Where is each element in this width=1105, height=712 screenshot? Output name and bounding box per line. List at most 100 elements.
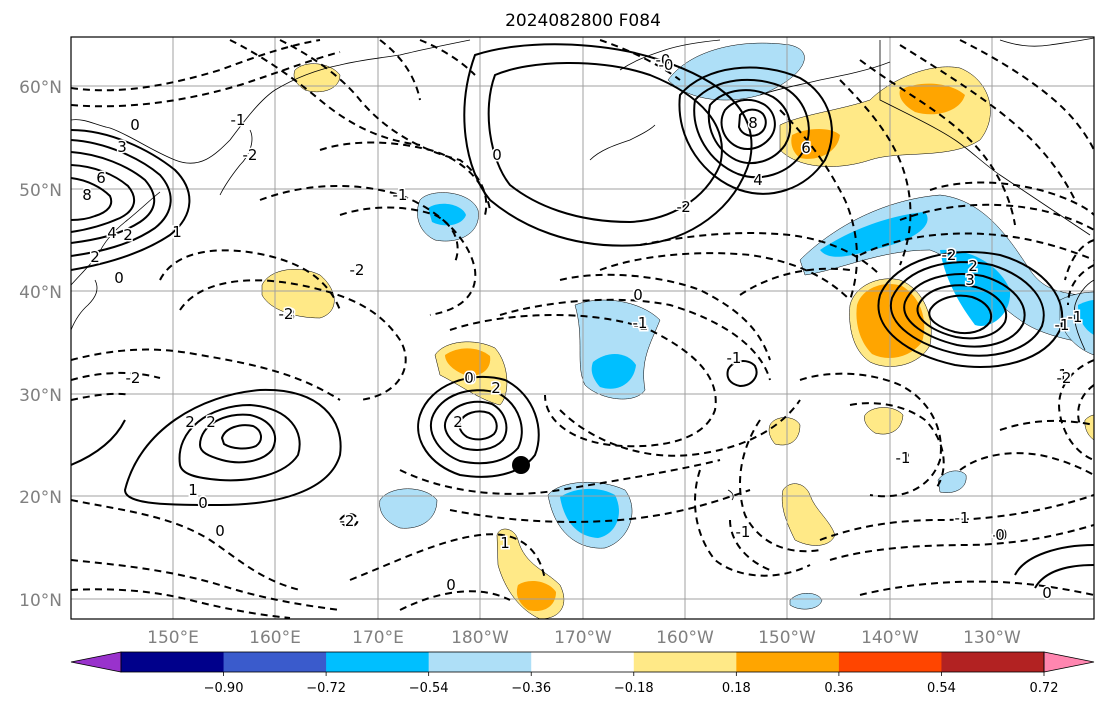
contour-label: -1	[727, 349, 742, 367]
contour-label: 2	[491, 379, 501, 397]
colorbar-tick-label: 0.54	[927, 681, 956, 696]
lat-label: 20°N	[19, 488, 62, 508]
contour-label: 4	[107, 224, 117, 242]
colorbar-bin	[941, 652, 1045, 672]
colorbar-bin	[223, 652, 327, 672]
lon-label: 180°W	[451, 628, 509, 648]
colorbar-tick-label: −0.54	[409, 681, 449, 696]
contour-label: 0	[633, 286, 643, 304]
contour-label: -2	[350, 261, 365, 279]
contour-label: 0	[446, 576, 456, 594]
colorbar-tick-label: −0.72	[306, 681, 346, 696]
negative-contours	[71, 39, 1094, 619]
contour-label: -2	[243, 146, 258, 164]
contour-label: -1	[1068, 308, 1083, 326]
contour-label: -2	[340, 512, 355, 530]
contour-label: 0	[130, 116, 140, 134]
colorbar-tick-label: −0.36	[511, 681, 551, 696]
figure-title: 2024082800 F084	[505, 11, 661, 31]
contour-label: 3	[965, 271, 975, 289]
contour-label: 0	[492, 146, 502, 164]
colorbar-bin	[531, 652, 635, 672]
contour-label: 2	[968, 257, 978, 275]
contour-label: -1	[634, 316, 649, 334]
colorbar-extend-low	[70, 651, 122, 673]
colorbar-frame	[120, 651, 1045, 673]
contour-label: 0	[198, 494, 208, 512]
colorbar-bin	[428, 652, 532, 672]
lon-label: 160°W	[656, 628, 714, 648]
colorbar-bin	[838, 652, 942, 672]
contour-label: -1	[955, 509, 970, 527]
lon-label: 150°E	[147, 628, 199, 648]
contour-label: 2	[681, 198, 691, 216]
lon-label: 160°E	[249, 628, 301, 648]
contour-label: -2	[677, 198, 692, 216]
contour-label: 6	[801, 139, 811, 157]
lat-label: 40°N	[19, 283, 62, 303]
contour-label: 2	[123, 226, 133, 244]
contour-label: -3	[281, 306, 296, 324]
colorbar-bin	[736, 652, 840, 672]
contour-label: 2	[185, 413, 195, 431]
contour-label: -0	[659, 56, 674, 74]
contour-label: 1	[188, 481, 198, 499]
colorbar: −0.90 −0.72 −0.54 −0.36 −0.18 0.18 0.36 0.54 0.7…	[70, 651, 1095, 696]
contour-label: -2	[1057, 369, 1072, 387]
lon-label: 170°E	[352, 628, 404, 648]
contour-label: -3	[279, 306, 294, 324]
contour-label: 8	[748, 114, 758, 132]
contour-label: -2	[942, 246, 957, 264]
contour-label: -1	[896, 449, 911, 467]
gridlines	[71, 37, 1094, 619]
colorbar-bin	[326, 652, 430, 672]
contour-label: 0	[464, 369, 474, 387]
contour-label: 0	[215, 522, 225, 540]
lon-label: 140°W	[861, 628, 919, 648]
contour-label: -1	[393, 186, 408, 204]
contour-label: 2	[206, 413, 216, 431]
colorbar-tick-label: 0.72	[1030, 681, 1059, 696]
latitude-labels: 60°N 50°N 40°N 30°N 20°N 10°N	[19, 78, 62, 611]
lon-label: 150°W	[758, 628, 816, 648]
lon-label: 130°W	[963, 628, 1021, 648]
contour-label: 1	[172, 223, 182, 241]
lat-label: 30°N	[19, 386, 62, 406]
contour-label: 8	[82, 186, 92, 204]
lon-label: 170°W	[554, 628, 612, 648]
contour-label: -1	[736, 523, 751, 541]
contour-label: -1	[1055, 316, 1070, 334]
contour-label: 0	[1042, 584, 1052, 602]
contour-label: 3	[117, 138, 127, 156]
contour-label: -1	[633, 314, 648, 332]
contour-label: -0	[656, 51, 671, 69]
contour-label: -1	[231, 111, 246, 129]
lat-label: 60°N	[19, 78, 62, 98]
contour-label: -2	[279, 305, 294, 323]
colorbar-tick-label: −0.18	[614, 681, 654, 696]
contour-label: 2	[453, 413, 463, 431]
contour-label: -2	[126, 369, 141, 387]
colorbar-tick-label: −0.90	[204, 681, 244, 696]
contour-label: -0	[993, 526, 1008, 544]
colorbar-bin	[121, 652, 225, 672]
lat-label: 50°N	[19, 181, 62, 201]
contour-label: 0	[995, 526, 1005, 544]
contour-label: -1	[955, 509, 970, 527]
contour-label: 1	[1058, 366, 1068, 384]
colorbar-extend-high	[1043, 651, 1095, 673]
map-frame	[70, 36, 1095, 620]
contour-label: -2	[350, 261, 365, 279]
colorbar-bin	[633, 652, 737, 672]
contour-label: 0	[466, 369, 476, 387]
contour-label: 1	[500, 534, 510, 552]
contour-label: 1	[188, 481, 198, 499]
contour-label: -2	[896, 449, 911, 467]
lat-label: 10°N	[19, 591, 62, 611]
contour-label: 4	[753, 171, 763, 189]
contour-label: 6	[96, 169, 106, 187]
contour-label: 0	[114, 269, 124, 287]
